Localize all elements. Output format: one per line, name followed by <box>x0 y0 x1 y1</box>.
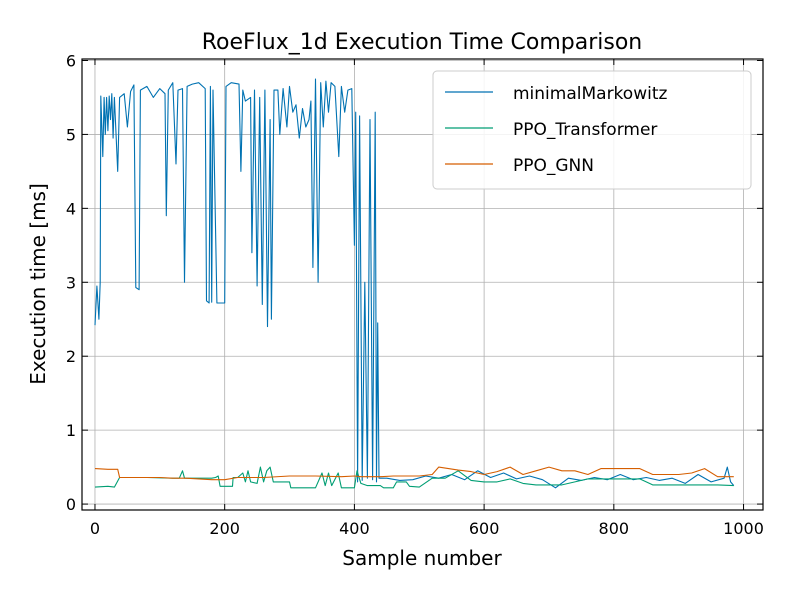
y-tick-label: 5 <box>66 125 76 144</box>
legend-box <box>432 70 752 190</box>
y-tick-label: 6 <box>66 51 76 70</box>
x-tick-label: 400 <box>339 519 370 538</box>
series-lines <box>94 78 735 489</box>
legend-label: minimalMarkowitz <box>513 84 667 104</box>
y-tick-label: 1 <box>66 421 76 440</box>
y-axis-label: Execution time [ms] <box>26 183 50 385</box>
legend: minimalMarkowitz PPO_Transformer PPO_GNN <box>432 70 752 190</box>
series-line-ppo-gnn <box>94 466 734 481</box>
x-tick-label: 0 <box>90 519 100 538</box>
legend-label: PPO_Transformer <box>513 120 657 140</box>
plot-frame <box>81 58 764 511</box>
y-tick-label: 0 <box>66 495 76 514</box>
chart-title: RoeFlux_1d Execution Time Comparison <box>202 30 642 55</box>
x-tick-label: 1000 <box>723 519 764 538</box>
legend-label: PPO_GNN <box>513 156 594 176</box>
y-tick-label: 2 <box>66 347 76 366</box>
series-line-minimalmarkowitz <box>94 78 735 489</box>
x-tick-label: 600 <box>469 519 500 538</box>
series-line-ppo-transformer <box>94 466 734 489</box>
y-tick-label: 3 <box>66 273 76 292</box>
x-tick-label: 800 <box>599 519 630 538</box>
x-axis-label: Sample number <box>342 546 502 570</box>
axis-ticks: 0 200 400 600 800 1000 0 1 2 3 4 5 6 <box>66 51 764 538</box>
y-tick-label: 4 <box>66 199 76 218</box>
x-tick-label: 200 <box>209 519 240 538</box>
